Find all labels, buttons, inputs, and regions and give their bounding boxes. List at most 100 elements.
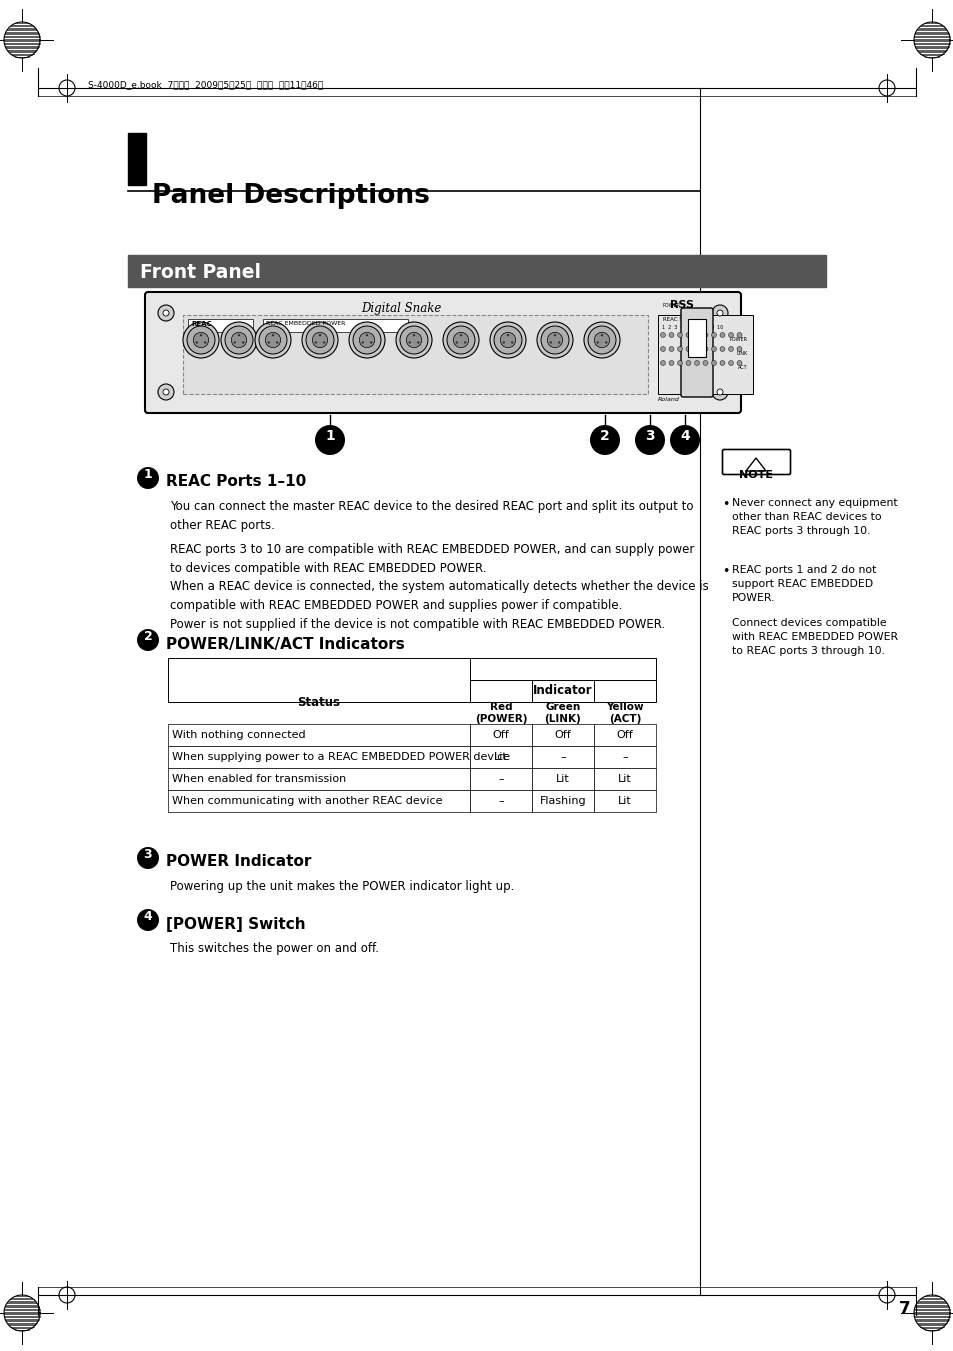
Bar — [470, 680, 532, 703]
Bar — [470, 767, 532, 790]
Circle shape — [183, 322, 219, 358]
Text: 4: 4 — [317, 328, 322, 336]
Circle shape — [456, 342, 457, 343]
Circle shape — [399, 326, 428, 354]
Circle shape — [233, 342, 235, 343]
Circle shape — [459, 334, 461, 336]
Text: REAC EMBEDDED POWER: REAC EMBEDDED POWER — [266, 322, 345, 326]
Circle shape — [447, 326, 475, 354]
Circle shape — [668, 361, 673, 366]
Circle shape — [365, 334, 368, 336]
Text: POWER Indicator: POWER Indicator — [166, 854, 311, 870]
Circle shape — [702, 346, 707, 351]
Bar — [168, 658, 470, 703]
Circle shape — [408, 342, 411, 343]
Text: When enabled for transmission: When enabled for transmission — [172, 774, 346, 784]
Text: When communicating with another REAC device: When communicating with another REAC dev… — [172, 796, 442, 807]
Text: ACT: ACT — [738, 365, 747, 370]
Circle shape — [711, 346, 716, 351]
Circle shape — [158, 384, 173, 400]
Circle shape — [323, 342, 325, 343]
Text: REAC STATUS: REAC STATUS — [662, 317, 699, 322]
Text: POWER: POWER — [662, 303, 680, 308]
Circle shape — [587, 326, 616, 354]
Text: 9: 9 — [552, 328, 557, 336]
Circle shape — [193, 332, 209, 347]
Text: When supplying power to a REAC EMBEDDED POWER device: When supplying power to a REAC EMBEDDED … — [172, 753, 510, 762]
FancyBboxPatch shape — [145, 292, 740, 413]
Circle shape — [711, 305, 727, 322]
Circle shape — [596, 342, 598, 343]
Circle shape — [137, 847, 159, 869]
Text: POWER/LINK/ACT Indicators: POWER/LINK/ACT Indicators — [166, 636, 404, 651]
Circle shape — [694, 332, 699, 338]
Bar — [188, 319, 253, 332]
Text: 2: 2 — [599, 428, 609, 443]
Circle shape — [720, 332, 724, 338]
Bar — [658, 315, 752, 394]
Bar — [687, 319, 705, 357]
Text: –: – — [621, 753, 627, 762]
Text: 4: 4 — [679, 428, 689, 443]
Circle shape — [506, 334, 509, 336]
Text: 1  2  3  4  5  6  7  8  9  10: 1 2 3 4 5 6 7 8 9 10 — [661, 326, 722, 330]
Circle shape — [353, 326, 380, 354]
Circle shape — [499, 332, 516, 347]
Circle shape — [717, 389, 722, 394]
Circle shape — [137, 909, 159, 931]
Circle shape — [195, 342, 198, 343]
Circle shape — [272, 334, 274, 336]
Text: Digital Snake: Digital Snake — [361, 303, 441, 315]
Circle shape — [225, 326, 253, 354]
Circle shape — [558, 342, 559, 343]
Text: 1: 1 — [325, 428, 335, 443]
Text: Off: Off — [492, 730, 509, 740]
Circle shape — [604, 342, 607, 343]
Circle shape — [685, 346, 690, 351]
Circle shape — [453, 332, 468, 347]
Circle shape — [635, 426, 664, 455]
Text: 5: 5 — [364, 328, 369, 336]
Circle shape — [163, 389, 169, 394]
Circle shape — [187, 326, 214, 354]
Text: NOTE: NOTE — [739, 470, 772, 480]
Text: Off: Off — [616, 730, 633, 740]
FancyBboxPatch shape — [680, 308, 712, 397]
Circle shape — [694, 346, 699, 351]
Circle shape — [677, 332, 681, 338]
Circle shape — [370, 342, 372, 343]
Text: 2: 2 — [236, 328, 241, 336]
Circle shape — [728, 346, 733, 351]
Circle shape — [737, 346, 741, 351]
Circle shape — [668, 332, 673, 338]
Bar — [168, 767, 470, 790]
Circle shape — [237, 334, 240, 336]
Text: REAC ports 1 and 2 do not
support REAC EMBEDDED
POWER.: REAC ports 1 and 2 do not support REAC E… — [731, 565, 876, 603]
Circle shape — [359, 332, 375, 347]
Circle shape — [267, 342, 270, 343]
Text: These indicate the status of the ports. The indicators function as follows.: These indicate the status of the ports. … — [170, 662, 601, 676]
Circle shape — [694, 361, 699, 366]
Circle shape — [720, 346, 724, 351]
Text: Lit: Lit — [618, 774, 631, 784]
Text: 7: 7 — [898, 1300, 910, 1319]
Text: Never connect any equipment
other than REAC devices to
REAC ports 3 through 10.: Never connect any equipment other than R… — [731, 499, 897, 536]
Text: Connect devices compatible
with REAC EMBEDDED POWER
to REAC ports 3 through 10.: Connect devices compatible with REAC EMB… — [731, 617, 897, 657]
Text: Lit: Lit — [556, 774, 569, 784]
Text: REAC ports 3 to 10 are compatible with REAC EMBEDDED POWER, and can supply power: REAC ports 3 to 10 are compatible with R… — [170, 543, 694, 576]
Text: Powering up the unit makes the POWER indicator light up.: Powering up the unit makes the POWER ind… — [170, 880, 514, 893]
Text: 3: 3 — [644, 428, 654, 443]
Circle shape — [275, 342, 278, 343]
Circle shape — [137, 467, 159, 489]
Text: •: • — [721, 499, 729, 511]
Text: REAC: REAC — [191, 322, 212, 327]
Text: Status: Status — [297, 696, 340, 708]
Bar — [532, 790, 594, 812]
Circle shape — [306, 326, 334, 354]
Circle shape — [502, 342, 504, 343]
Bar — [470, 790, 532, 812]
Circle shape — [318, 334, 321, 336]
Text: Flashing: Flashing — [539, 796, 586, 807]
Circle shape — [685, 361, 690, 366]
Circle shape — [349, 322, 385, 358]
